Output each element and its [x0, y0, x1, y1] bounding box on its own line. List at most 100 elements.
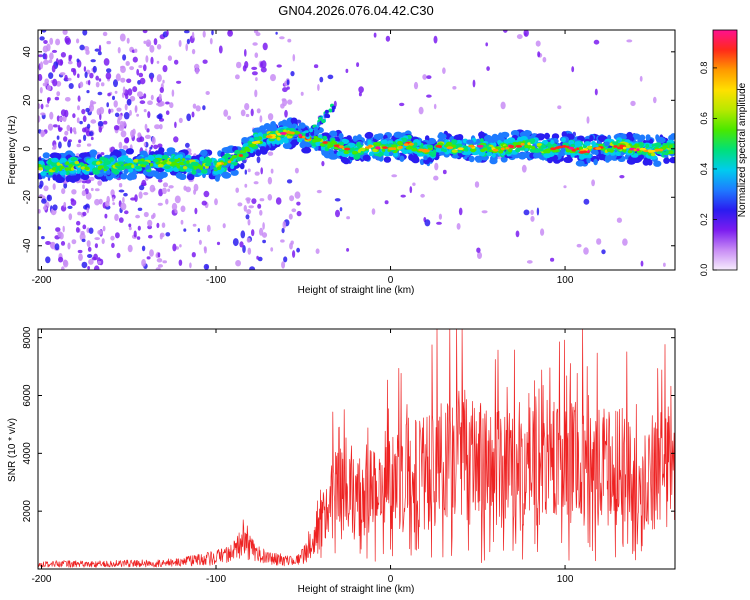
snr-background [38, 329, 675, 569]
spectrogram-frame [37, 29, 676, 271]
spectrogram-speckle [93, 265, 100, 270]
spectrogram-speckle [161, 187, 167, 194]
spectrogram-ridge-blob [309, 128, 313, 133]
spectrogram-speckle [127, 244, 133, 253]
spectrogram-speckle [159, 124, 163, 130]
spectrogram-speckle [174, 59, 179, 65]
spectrogram-speckle [399, 102, 405, 107]
spectrogram-speckle [49, 52, 54, 60]
spectrogram-speckle [371, 208, 376, 215]
spectrogram-ridge-blob [491, 133, 499, 141]
spectrogram-speckle [247, 247, 252, 255]
spectrogram-ridge-blob [661, 151, 667, 155]
spectrogram-speckle [481, 210, 488, 214]
spectrogram-ridge-blob [236, 157, 241, 162]
spectrogram-hotspot [492, 148, 499, 152]
spectrogram-speckle [280, 239, 285, 243]
x-tick-label: -200 [31, 275, 51, 286]
spectrogram-speckle [563, 185, 567, 189]
spectrogram-ridge-blob [328, 108, 333, 113]
spectrogram-speckle [106, 102, 109, 108]
spectrogram-speckle [134, 105, 138, 112]
spectrogram-speckle [64, 97, 71, 102]
spectrogram-speckle [267, 151, 274, 156]
spectrogram-speckle [38, 209, 41, 214]
spectrogram-speckle [286, 79, 290, 86]
spectrogram-speckle [85, 107, 90, 113]
spectrogram-speckle [125, 93, 129, 100]
spectrogram-speckle [185, 142, 190, 148]
spectrogram-speckle [39, 36, 45, 41]
spectrogram-ridge-blob [127, 167, 134, 173]
spectrogram-ridge-blob [519, 131, 530, 138]
spectrogram-speckle [165, 232, 171, 237]
spectrogram-speckle [54, 96, 60, 101]
spectrogram-speckle [254, 89, 258, 98]
spectrogram-ridge-blob [507, 148, 513, 153]
spectrogram-speckle [144, 123, 148, 131]
spectrogram-speckle [116, 252, 121, 259]
spectrogram-speckle [244, 49, 247, 57]
spectrogram-speckle [93, 253, 98, 261]
spectrogram-speckle [98, 126, 103, 133]
spectrogram-speckle [262, 239, 266, 244]
spectrogram-hotspot [457, 147, 464, 151]
spectrogram-speckle [155, 267, 161, 270]
spectrogram-speckle [358, 92, 362, 97]
spectrogram-speckle [125, 137, 130, 143]
spectrogram-speckle [118, 217, 124, 223]
spectrogram-speckle [67, 242, 71, 250]
spectrogram-speckle [124, 103, 128, 111]
spectrogram-speckle [476, 247, 481, 253]
spectrogram-speckle [147, 100, 153, 105]
spectrogram-speckle [259, 209, 263, 216]
spectrogram-speckle [95, 75, 99, 81]
x-tick-label: 0 [388, 574, 394, 585]
spectrogram-ridge-blob [423, 155, 428, 161]
spectrogram-ridge-blob [80, 173, 90, 181]
spectrogram-speckle [201, 200, 207, 206]
spectrogram-speckle [247, 168, 251, 173]
spectrogram-speckle [622, 238, 628, 246]
spectrogram-ridge-blob [178, 173, 187, 180]
spectrogram-speckle [56, 91, 61, 97]
spectrogram-ridge-blob [437, 133, 447, 140]
spectrogram-speckle [111, 242, 115, 248]
spectrogram-speckle [157, 252, 161, 258]
spectrogram-hotspot [398, 145, 404, 149]
spectrogram-hotspot [648, 149, 656, 153]
spectrogram-speckle [275, 197, 282, 205]
spectrogram-hotspot [619, 146, 624, 150]
spectrogram-speckle [133, 230, 137, 238]
spectrogram-ridge-blob [466, 139, 474, 145]
spectrogram-ridge-blob [359, 147, 366, 152]
spectrogram-ridge-blob [637, 142, 645, 147]
spectrogram-ridge-blob [518, 147, 526, 151]
spectrogram-ridge-blob [278, 129, 283, 133]
spectrogram-speckle [313, 64, 319, 69]
spectrogram-speckle [256, 156, 261, 164]
spectrogram-ridge-blob [322, 135, 328, 141]
snr-y-axis: 2000 4000 6000 8000 [22, 326, 675, 522]
spectrogram-ridge-blob [457, 149, 463, 154]
spectrogram-speckle [142, 30, 148, 34]
spectrogram-ridge-blob [338, 132, 344, 140]
spectrogram-speckle [137, 225, 141, 231]
y-tick-label: 8000 [22, 326, 33, 349]
colorbar-tick-label: 0.4 [699, 163, 709, 176]
spectrogram-speckle [76, 117, 80, 124]
spectrogram-speckle [113, 125, 120, 131]
spectrogram-speckle [158, 93, 162, 101]
spectrogram-ridge-blob [526, 145, 533, 149]
snr-x-axis: -200 -100 0 100 [31, 329, 574, 585]
spectrogram-ridge-blob [239, 162, 245, 170]
spectrogram-ridge-blob [655, 134, 660, 141]
spectrogram-speckle [218, 45, 223, 54]
spectrogram-speckle [540, 228, 545, 236]
spectrogram-speckle [94, 48, 100, 52]
spectrogram-speckle [106, 68, 112, 73]
spectrogram-speckle [284, 109, 288, 118]
snr-frame [37, 328, 676, 570]
spectrogram-ridge-blob [318, 134, 323, 139]
spectrogram-ridge-blob [95, 161, 101, 165]
